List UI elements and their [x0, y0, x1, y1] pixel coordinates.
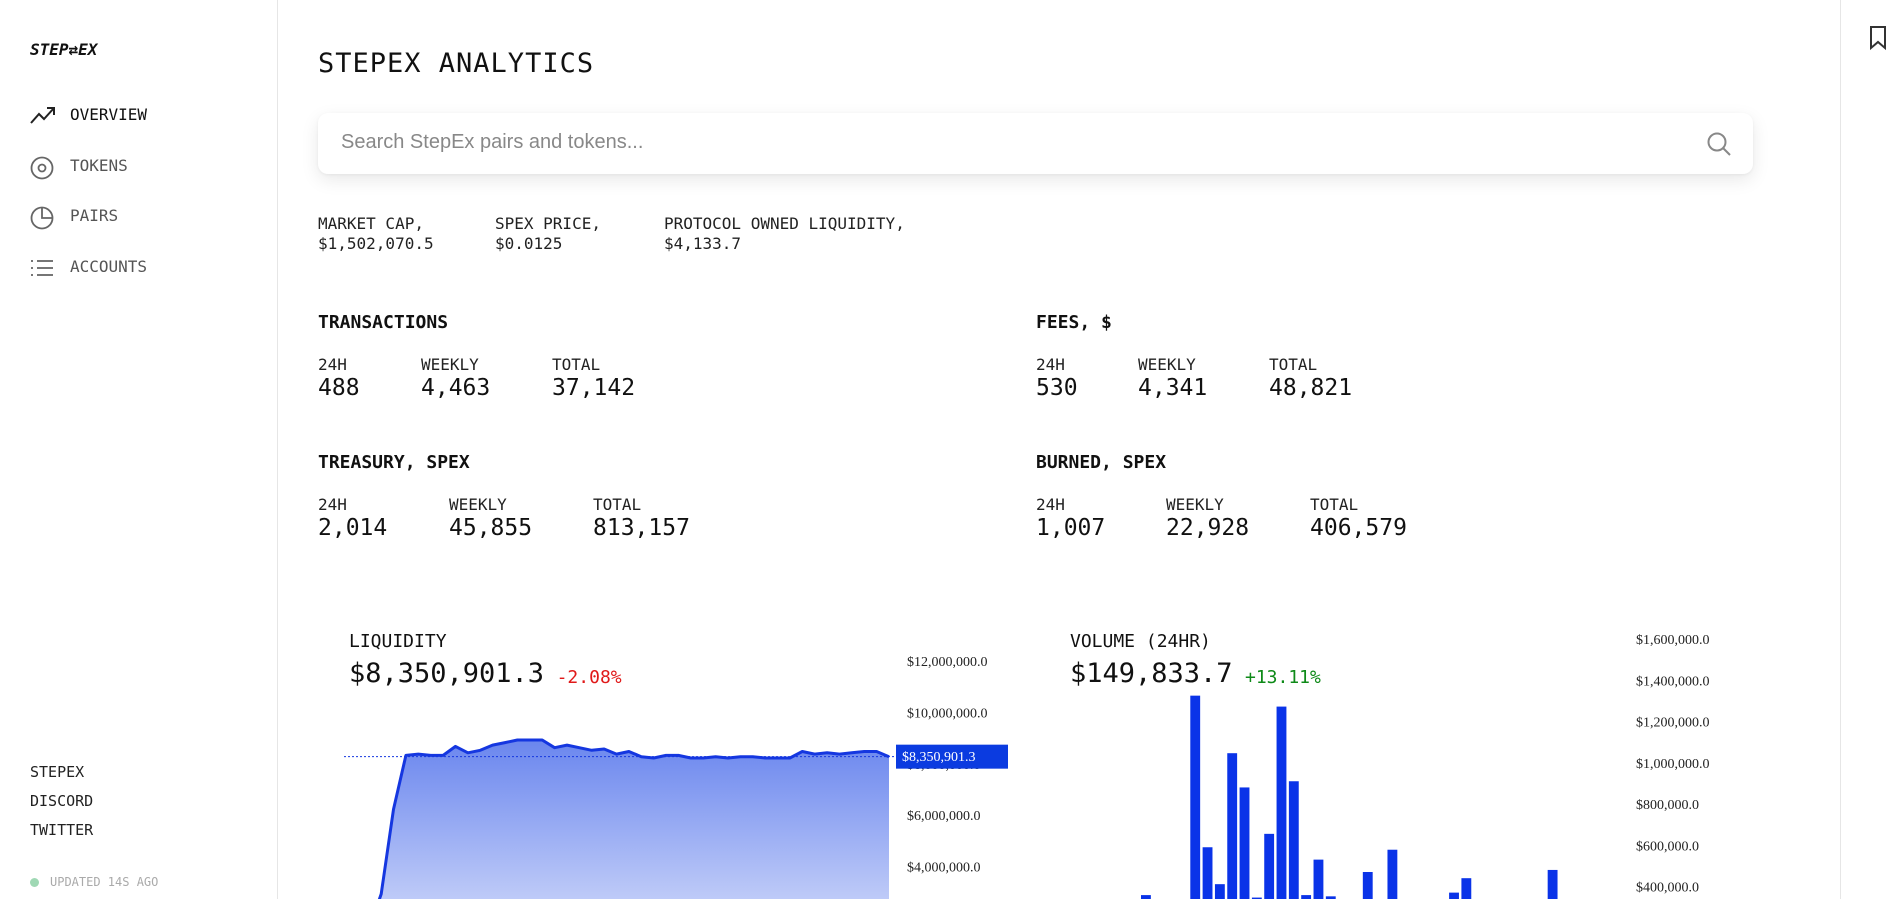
search-box[interactable]: Search StepEx pairs and tokens...	[318, 113, 1753, 174]
bar	[1141, 895, 1151, 899]
stat-label: WEEKLY	[1166, 495, 1224, 514]
chart-value: $149,833.7	[1070, 658, 1233, 689]
footer-link[interactable]: STEPEX	[30, 763, 85, 781]
search-placeholder: Search StepEx pairs and tokens...	[341, 131, 644, 153]
stat-heading: TREASURY, SPEX	[318, 452, 470, 473]
bar	[1202, 847, 1213, 899]
nav-item[interactable]: PAIRS	[70, 206, 119, 225]
nav-item[interactable]: TOKENS	[70, 156, 128, 175]
stat-heading: FEES, $	[1036, 312, 1112, 333]
y-tick-label: $4,000,000.0	[907, 861, 981, 876]
bar	[1264, 833, 1275, 899]
y-tick-label: $6,000,000.0	[907, 809, 981, 824]
bar	[1387, 849, 1398, 899]
stat-label: 24H	[1036, 495, 1065, 514]
stat-value: 48,821	[1269, 375, 1353, 401]
y-tick-label: $1,000,000.0	[1636, 757, 1710, 772]
summary-label: PROTOCOL OWNED LIQUIDITY,	[664, 214, 905, 233]
stat-label: TOTAL	[552, 355, 601, 374]
summary-label: SPEX PRICE,	[495, 214, 601, 233]
bar	[1251, 897, 1262, 899]
status-dot	[30, 878, 39, 887]
status-text: UPDATED 14S AGO	[50, 875, 159, 889]
logo[interactable]: STEP⇄EX	[30, 40, 98, 59]
stat-label: TOTAL	[1310, 495, 1359, 514]
stat-label: TOTAL	[593, 495, 642, 514]
y-tick-label: $1,200,000.0	[1636, 716, 1710, 731]
chart-title: LIQUIDITY	[349, 631, 447, 652]
bar	[1461, 878, 1472, 899]
bar	[1227, 753, 1238, 899]
stat-label: WEEKLY	[1138, 355, 1196, 374]
divider	[1840, 0, 1841, 899]
y-tick-label: $12,000,000.0	[907, 655, 988, 670]
bar	[1362, 872, 1373, 899]
y-tick-label: $1,400,000.0	[1636, 674, 1710, 689]
chart-change: -2.08%	[556, 667, 622, 688]
bar	[1239, 787, 1250, 899]
stat-value: 37,142	[552, 375, 636, 401]
stat-value: 45,855	[449, 515, 533, 541]
stat-label: WEEKLY	[449, 495, 507, 514]
icon-trend	[30, 107, 55, 124]
bar	[1214, 884, 1225, 899]
sidebar: STEP⇄EX OVERVIEW TOKENS PAIRS ACCOUNTS S…	[0, 0, 278, 899]
summary-value: $0.0125	[495, 234, 563, 253]
y-tick-label: $10,000,000.0	[907, 707, 988, 722]
stat-label: 24H	[318, 355, 347, 374]
summary-label: MARKET CAP,	[318, 214, 424, 233]
liquidity-line	[377, 738, 890, 899]
bar	[1313, 859, 1324, 899]
liquidity-area	[379, 740, 889, 899]
bookmark-icon[interactable]	[1868, 25, 1888, 51]
y-tick-label: $1,600,000.0	[1636, 633, 1710, 648]
stat-value: 4,463	[421, 375, 491, 401]
stat-value: 22,928	[1166, 515, 1250, 541]
icon-tokens	[30, 156, 54, 180]
search-icon[interactable]	[1706, 131, 1732, 157]
icon-pairs	[30, 206, 54, 230]
stat-heading: TRANSACTIONS	[318, 312, 449, 333]
stat-value: 488	[318, 375, 360, 401]
summary-value: $4,133.7	[664, 234, 742, 253]
stat-label: 24H	[1036, 355, 1065, 374]
footer-link[interactable]: DISCORD	[30, 792, 94, 810]
bar	[1288, 781, 1299, 899]
stat-value: 813,157	[593, 515, 690, 541]
stat-label: TOTAL	[1269, 355, 1318, 374]
y-tick-label: $600,000.0	[1636, 839, 1699, 854]
chart-value: $8,350,901.3	[349, 658, 545, 689]
bar	[1325, 896, 1336, 899]
nav-item[interactable]: OVERVIEW	[70, 105, 148, 124]
chart-change: +13.11%	[1245, 667, 1321, 688]
y-tick-label: $800,000.0	[1636, 798, 1699, 813]
chart-title: VOLUME (24HR)	[1070, 631, 1211, 652]
stat-value: 530	[1036, 375, 1078, 401]
page-title: STEPEX ANALYTICS	[318, 48, 595, 79]
stat-label: 24H	[318, 495, 347, 514]
stat-value: 4,341	[1138, 375, 1208, 401]
bar	[1547, 869, 1558, 899]
current-value-label: $8,350,901.3	[902, 750, 976, 765]
bar	[1301, 895, 1312, 899]
stat-label: WEEKLY	[421, 355, 479, 374]
stat-value: 406,579	[1310, 515, 1407, 541]
icon-accounts	[31, 260, 53, 276]
nav-item[interactable]: ACCOUNTS	[70, 257, 148, 276]
current-value-box	[896, 744, 1008, 769]
summary-value: $1,502,070.5	[318, 234, 434, 253]
stat-heading: BURNED, SPEX	[1036, 452, 1167, 473]
stat-value: 1,007	[1036, 515, 1106, 541]
bar	[1190, 695, 1201, 899]
bar	[1276, 706, 1287, 899]
stat-value: 2,014	[318, 515, 388, 541]
footer-link[interactable]: TWITTER	[30, 821, 94, 839]
y-tick-label: $400,000.0	[1636, 881, 1699, 896]
bar	[1449, 892, 1459, 899]
